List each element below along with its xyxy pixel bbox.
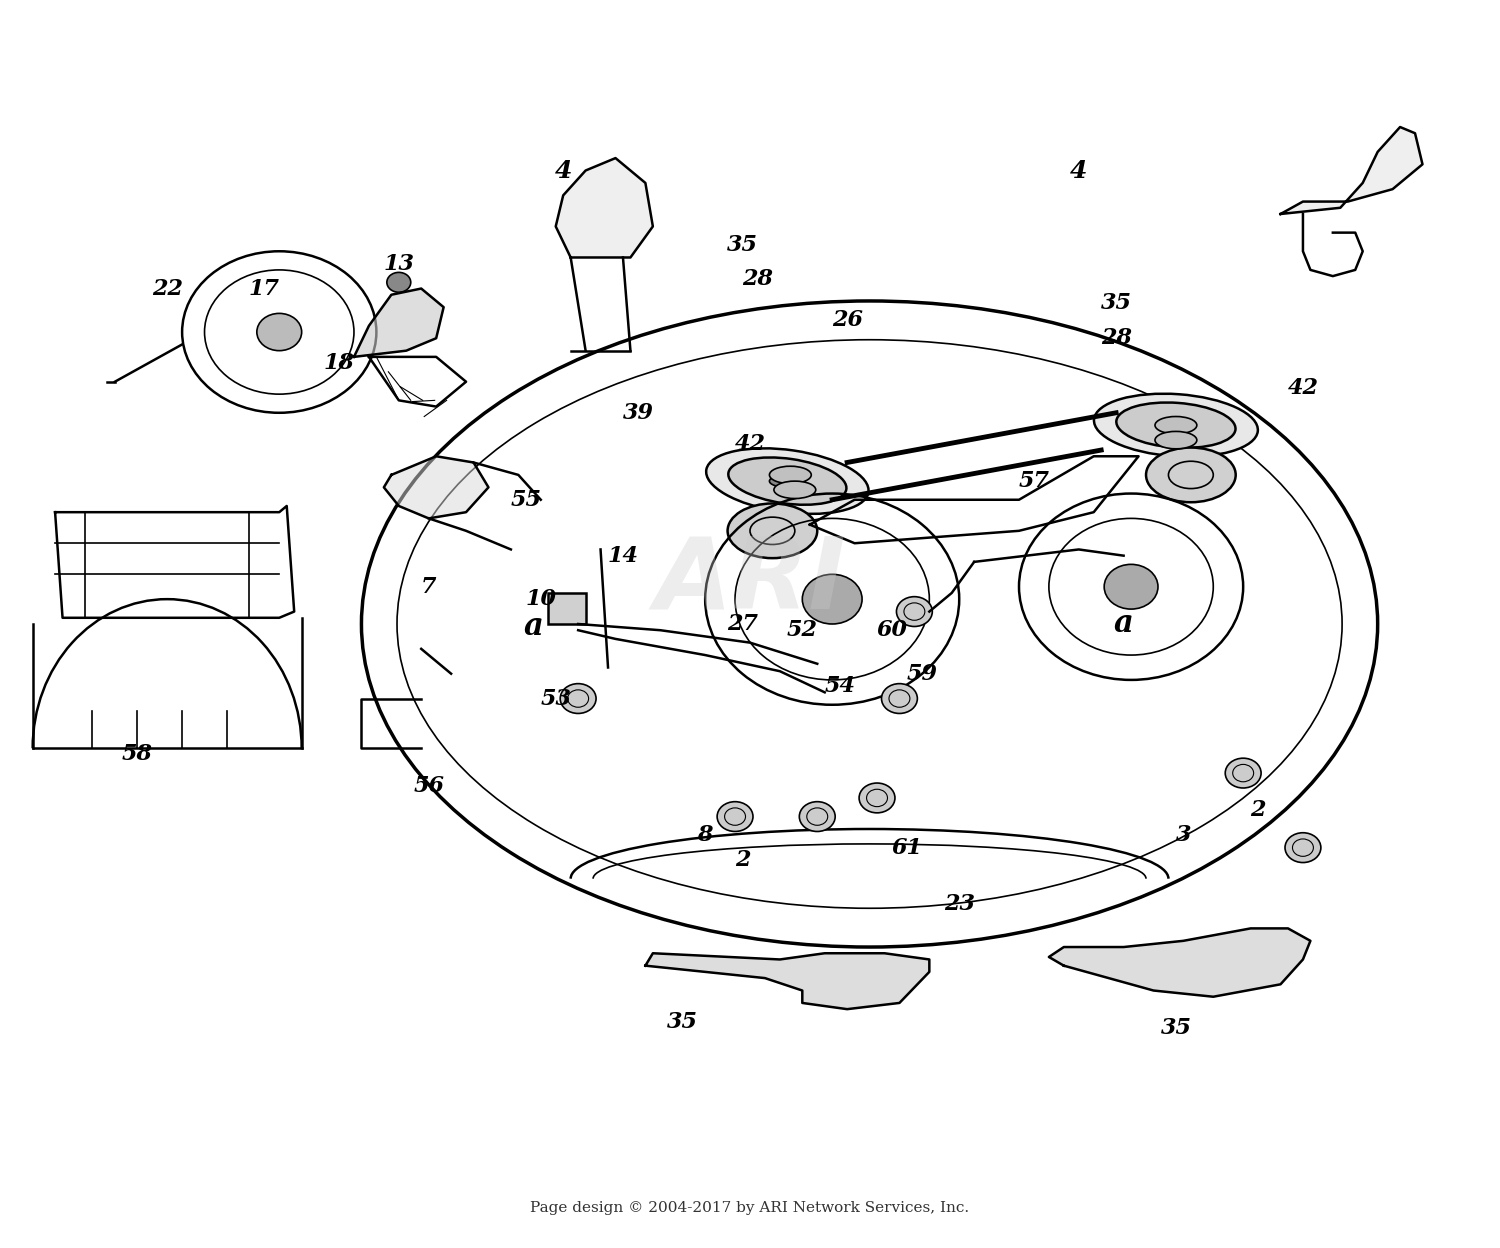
Ellipse shape bbox=[1146, 448, 1236, 502]
Polygon shape bbox=[555, 158, 652, 257]
Polygon shape bbox=[1048, 929, 1311, 997]
Circle shape bbox=[1286, 832, 1322, 862]
Text: 7: 7 bbox=[422, 575, 436, 598]
Ellipse shape bbox=[1155, 432, 1197, 449]
Text: 2: 2 bbox=[1251, 800, 1266, 821]
Circle shape bbox=[1226, 759, 1262, 787]
Text: 42: 42 bbox=[735, 433, 765, 454]
Text: 26: 26 bbox=[831, 308, 862, 331]
Text: 3: 3 bbox=[1176, 824, 1191, 846]
Text: a: a bbox=[524, 612, 543, 641]
Ellipse shape bbox=[728, 503, 818, 558]
Circle shape bbox=[802, 574, 862, 624]
Circle shape bbox=[800, 801, 836, 831]
Text: 22: 22 bbox=[152, 277, 183, 300]
Text: 28: 28 bbox=[1101, 327, 1131, 349]
Text: 35: 35 bbox=[1101, 292, 1131, 314]
Polygon shape bbox=[1281, 127, 1422, 213]
Text: 52: 52 bbox=[788, 619, 818, 641]
Polygon shape bbox=[645, 953, 930, 1010]
Text: 58: 58 bbox=[122, 744, 153, 765]
Ellipse shape bbox=[706, 448, 868, 514]
Ellipse shape bbox=[774, 482, 816, 498]
Text: 60: 60 bbox=[876, 619, 908, 641]
Text: 55: 55 bbox=[510, 489, 542, 510]
Text: 57: 57 bbox=[1019, 470, 1050, 492]
Ellipse shape bbox=[1116, 403, 1236, 448]
Ellipse shape bbox=[770, 475, 806, 487]
Ellipse shape bbox=[1155, 417, 1197, 434]
Text: 14: 14 bbox=[608, 544, 639, 567]
Text: 10: 10 bbox=[525, 588, 556, 610]
Text: 35: 35 bbox=[1161, 1017, 1191, 1038]
Text: 59: 59 bbox=[906, 663, 938, 685]
Text: 23: 23 bbox=[944, 892, 975, 915]
Text: 4: 4 bbox=[555, 158, 572, 182]
Polygon shape bbox=[354, 288, 444, 357]
Circle shape bbox=[859, 782, 895, 812]
Circle shape bbox=[256, 313, 302, 351]
Circle shape bbox=[717, 801, 753, 831]
Circle shape bbox=[560, 684, 596, 714]
Text: a: a bbox=[1113, 609, 1134, 639]
Text: 4: 4 bbox=[1070, 158, 1088, 182]
Text: Page design © 2004-2017 by ARI Network Services, Inc.: Page design © 2004-2017 by ARI Network S… bbox=[531, 1201, 969, 1216]
Text: 42: 42 bbox=[1287, 377, 1318, 399]
Text: 39: 39 bbox=[622, 402, 654, 424]
Text: 27: 27 bbox=[728, 613, 758, 635]
Text: 53: 53 bbox=[540, 688, 572, 710]
Ellipse shape bbox=[770, 467, 812, 484]
Circle shape bbox=[1104, 564, 1158, 609]
Text: 35: 35 bbox=[728, 235, 758, 256]
Text: 28: 28 bbox=[742, 267, 772, 290]
Text: ARI: ARI bbox=[654, 532, 846, 629]
Text: 56: 56 bbox=[413, 775, 444, 796]
Circle shape bbox=[387, 272, 411, 292]
Text: 8: 8 bbox=[698, 824, 712, 846]
Text: 61: 61 bbox=[891, 836, 922, 859]
Text: 13: 13 bbox=[384, 252, 414, 275]
Text: 35: 35 bbox=[668, 1011, 698, 1032]
Text: 18: 18 bbox=[324, 352, 354, 374]
Text: 17: 17 bbox=[249, 277, 280, 300]
Ellipse shape bbox=[1158, 419, 1194, 432]
Circle shape bbox=[882, 684, 918, 714]
Bar bbox=[549, 593, 585, 624]
Text: 54: 54 bbox=[824, 675, 855, 698]
Text: 2: 2 bbox=[735, 849, 750, 871]
Ellipse shape bbox=[729, 458, 846, 504]
Ellipse shape bbox=[1094, 393, 1258, 457]
Polygon shape bbox=[384, 457, 489, 518]
Circle shape bbox=[897, 597, 933, 626]
